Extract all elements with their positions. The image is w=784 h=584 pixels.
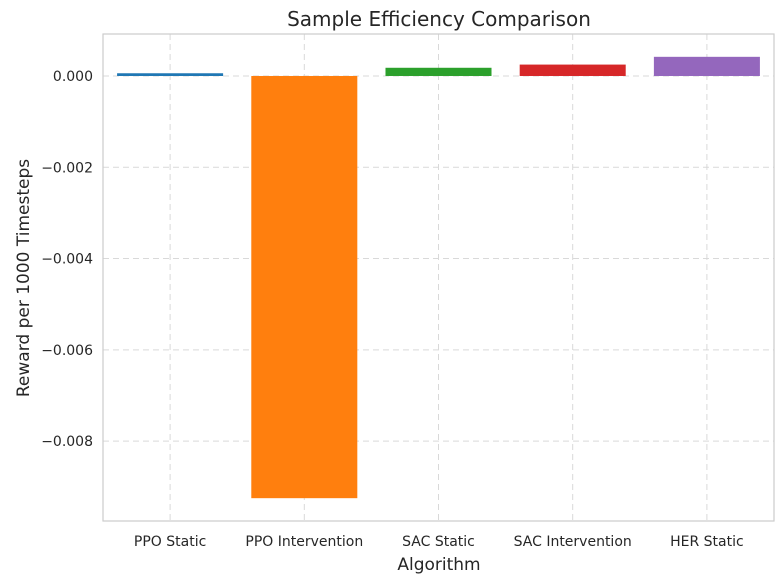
y-tick-label: −0.006	[41, 343, 93, 359]
x-tick-label: SAC Static	[402, 534, 475, 550]
y-axis-label: Reward per 1000 Timesteps	[14, 159, 34, 397]
bar-sac-intervention	[519, 64, 626, 76]
x-axis-label: Algorithm	[397, 555, 480, 575]
y-tick-label: −0.008	[41, 434, 93, 450]
plot-frame	[102, 33, 775, 522]
chart-title: Sample Efficiency Comparison	[287, 7, 591, 31]
y-tick-label: −0.004	[41, 252, 93, 268]
bars	[117, 56, 760, 499]
x-tick-label: SAC Intervention	[514, 534, 632, 550]
x-tick-labels: PPO Static PPO Intervention SAC Static SAC …	[134, 534, 744, 550]
bar-ppo-static	[117, 73, 224, 76]
grid	[103, 34, 774, 521]
x-tick-label: HER Static	[670, 534, 744, 550]
y-tick-label: 0.000	[53, 69, 93, 85]
bar-ppo-intervention	[251, 75, 358, 499]
x-tick-label: PPO Static	[134, 534, 206, 550]
bar-sac-static	[385, 67, 492, 76]
bar-her-static	[653, 56, 760, 76]
y-tick-label: −0.002	[41, 160, 93, 176]
y-tick-labels: 0.000 −0.002 −0.004 −0.006 −0.008	[41, 69, 93, 450]
x-tick-label: PPO Intervention	[245, 534, 363, 550]
